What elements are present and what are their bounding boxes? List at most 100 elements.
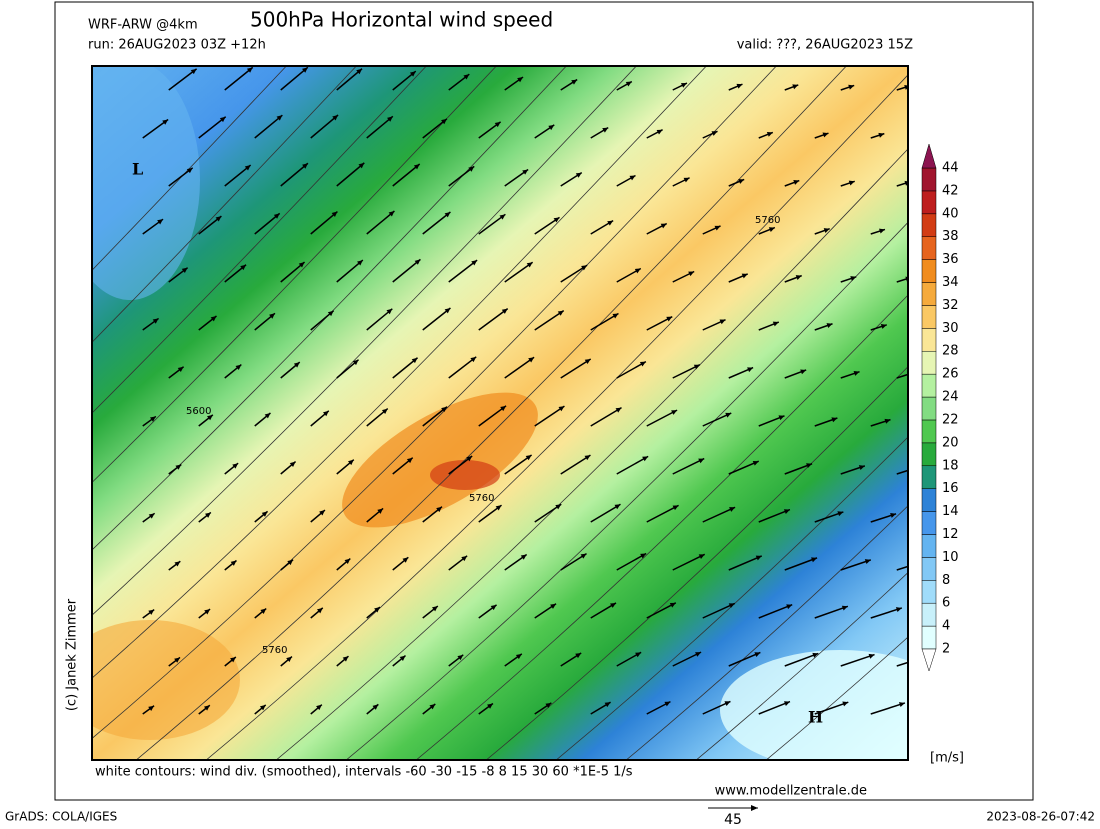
wind-arrowhead xyxy=(461,555,468,562)
contour-line xyxy=(345,221,908,760)
wind-arrowhead xyxy=(584,455,591,461)
wind-arrowhead xyxy=(444,307,451,314)
contour-label: 5760 xyxy=(262,645,287,656)
wind-arrow xyxy=(392,163,421,187)
wind-arrowhead xyxy=(515,653,522,660)
wind-arrowhead xyxy=(298,262,305,268)
wind-arrowhead xyxy=(853,370,860,376)
colorbar-segment xyxy=(921,213,937,237)
colorbar-tick-label: 28 xyxy=(942,344,959,359)
title: 500hPa Horizontal wind speed xyxy=(250,8,553,32)
wind-min xyxy=(720,650,908,760)
wind-arrowhead xyxy=(772,321,779,327)
wind-arrowhead xyxy=(210,316,217,322)
colorbar-unit: [m/s] xyxy=(930,751,964,766)
wind-arrowhead xyxy=(500,405,507,412)
wind-arrow xyxy=(896,565,908,571)
wind-arrowhead xyxy=(399,655,406,661)
wind-arrowhead xyxy=(494,121,501,128)
wind-arrowhead xyxy=(244,165,251,171)
wind-arrowhead xyxy=(738,179,745,184)
wind-arrowhead xyxy=(358,162,365,169)
wind-arrowhead xyxy=(264,412,271,419)
wind-arrowhead xyxy=(413,163,420,170)
wind-arrowhead xyxy=(634,268,641,274)
wind-arrow xyxy=(870,702,906,715)
wind-arrowhead xyxy=(602,127,609,133)
wind-arrowhead xyxy=(754,652,761,657)
grads-label: GrADS: COLA/IGES xyxy=(5,810,117,824)
wind-arrowhead xyxy=(436,506,443,513)
wind-arrowhead xyxy=(842,701,849,707)
wind-arrowhead xyxy=(736,83,743,89)
wind-max xyxy=(92,620,240,740)
colorbar-segment xyxy=(921,602,937,627)
wind-arrowhead xyxy=(557,310,564,316)
wind-arrowhead xyxy=(768,227,775,232)
wind-arrowhead xyxy=(466,455,473,462)
wind-arrowhead xyxy=(545,702,552,709)
wind-arrowhead xyxy=(152,318,159,324)
wind-arrow xyxy=(672,553,706,571)
wind-arrowhead xyxy=(302,163,308,169)
contour-label: 5760 xyxy=(755,215,780,226)
wind-arrow xyxy=(616,360,647,379)
wind-arrow xyxy=(672,457,705,475)
map-frame xyxy=(91,65,909,761)
wind-arrow xyxy=(504,454,533,475)
wind-arrowhead xyxy=(157,219,164,225)
wind-arrowhead xyxy=(230,560,237,566)
wind-arrowhead xyxy=(683,177,690,183)
contour-line xyxy=(92,66,637,616)
colorbar-tick-label: 2 xyxy=(942,642,950,657)
wind-arrowhead xyxy=(890,513,897,518)
wind-arrowhead xyxy=(688,271,695,277)
wind-arrowhead xyxy=(230,657,236,663)
wind-max xyxy=(342,392,538,528)
wind-arrowhead xyxy=(148,705,155,711)
wind-arrowhead xyxy=(487,703,493,709)
wind-arrowhead xyxy=(604,702,611,708)
contour-line xyxy=(135,66,847,760)
wind-arrowhead xyxy=(186,167,193,174)
wind-max xyxy=(430,460,500,490)
wind-arrow xyxy=(280,162,309,187)
outer-frame xyxy=(54,1,1034,801)
wind-arrow xyxy=(504,356,535,379)
wind-arrowhead xyxy=(711,131,718,136)
wind-arrow xyxy=(646,602,677,619)
contour-line xyxy=(765,636,908,760)
wind-arrow xyxy=(448,259,478,283)
contour-line xyxy=(92,66,427,414)
contour-line xyxy=(92,66,287,271)
wind-arrow xyxy=(168,68,198,91)
wind-arrowhead xyxy=(273,213,280,219)
wind-arrowhead xyxy=(607,220,614,226)
wind-arrowhead xyxy=(584,358,591,365)
wind-arrowhead xyxy=(728,603,735,609)
wind-arrowhead xyxy=(858,465,865,471)
wind-arrow xyxy=(534,309,565,331)
vector-ref-label: 45 xyxy=(724,812,742,825)
wind-arrow xyxy=(702,506,736,523)
wind-arrowhead xyxy=(884,418,891,424)
wind-arrowhead xyxy=(729,507,736,512)
wind-arrowhead xyxy=(463,74,470,80)
wind-arrow xyxy=(448,356,477,379)
wind-arrow xyxy=(896,277,908,283)
colorbar-segment xyxy=(921,350,937,375)
wind-arrowhead xyxy=(327,310,334,317)
wind-arrowhead xyxy=(319,510,325,516)
wind-arrowhead xyxy=(261,511,268,517)
contour-line xyxy=(275,148,908,760)
wind-arrowhead xyxy=(259,704,266,711)
wind-arrow xyxy=(896,373,908,379)
wind-arrowhead xyxy=(778,415,785,421)
wind-arrowhead xyxy=(831,417,838,423)
wind-arrowhead xyxy=(181,267,188,273)
wind-arrow xyxy=(814,701,849,715)
wind-arrowhead xyxy=(639,361,646,367)
wind-arrow xyxy=(728,651,761,667)
colorbar-tick-label: 6 xyxy=(942,596,950,611)
